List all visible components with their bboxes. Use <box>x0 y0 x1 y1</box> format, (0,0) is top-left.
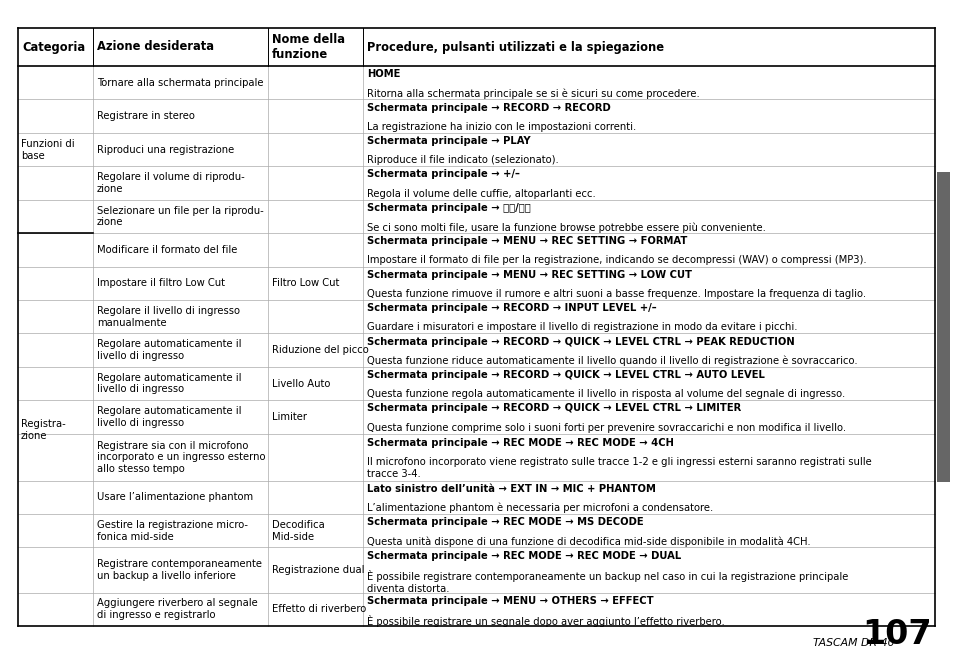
Text: Livello Auto: Livello Auto <box>272 378 330 389</box>
Text: Regola il volume delle cuffie, altoparlanti ecc.: Regola il volume delle cuffie, altoparla… <box>367 189 595 199</box>
Text: Azione desiderata: Azione desiderata <box>97 40 213 54</box>
Text: Schermata principale → REC MODE → MS DECODE: Schermata principale → REC MODE → MS DEC… <box>367 517 643 527</box>
Text: Questa funzione riduce automaticamente il livello quando il livello di registraz: Questa funzione riduce automaticamente i… <box>367 356 857 366</box>
Text: Aggiungere riverbero al segnale
di ingresso e registrarlo: Aggiungere riverbero al segnale di ingre… <box>97 599 257 620</box>
Text: Modificare il formato del file: Modificare il formato del file <box>97 245 237 255</box>
Text: Regolare automaticamente il
livello di ingresso: Regolare automaticamente il livello di i… <box>97 406 241 428</box>
Text: Gestire la registrazione micro-
fonica mid-side: Gestire la registrazione micro- fonica m… <box>97 520 248 541</box>
Text: 107: 107 <box>862 618 931 651</box>
Text: Nome della
funzione: Nome della funzione <box>272 33 345 61</box>
Bar <box>18 28 934 626</box>
Text: Usare l’alimentazione phantom: Usare l’alimentazione phantom <box>97 493 253 503</box>
Text: Regolare automaticamente il
livello di ingresso: Regolare automaticamente il livello di i… <box>97 340 241 361</box>
Text: Schermata principale → +/–: Schermata principale → +/– <box>367 170 519 179</box>
Text: Tornare alla schermata principale: Tornare alla schermata principale <box>97 78 263 88</box>
Text: Schermata principale → PLAY: Schermata principale → PLAY <box>367 136 530 146</box>
Text: Schermata principale → RECORD → INPUT LEVEL +/–: Schermata principale → RECORD → INPUT LE… <box>367 303 656 313</box>
Text: Schermata principale → RECORD → QUICK → LEVEL CTRL → LIMITER: Schermata principale → RECORD → QUICK → … <box>367 403 740 413</box>
Text: Categoria: Categoria <box>22 40 85 54</box>
Text: Schermata principale → REC MODE → REC MODE → DUAL: Schermata principale → REC MODE → REC MO… <box>367 551 680 561</box>
Text: Ritorna alla schermata principale se si è sicuri su come procedere.: Ritorna alla schermata principale se si … <box>367 89 699 99</box>
Text: Schermata principale → MENU → OTHERS → EFFECT: Schermata principale → MENU → OTHERS → E… <box>367 596 653 606</box>
Text: TASCAM DR-40: TASCAM DR-40 <box>813 638 894 648</box>
Text: Riproduce il file indicato (selezionato).: Riproduce il file indicato (selezionato)… <box>367 155 558 165</box>
Text: Schermata principale → ⏮⏭/⏭⏭: Schermata principale → ⏮⏭/⏭⏭ <box>367 203 530 213</box>
Text: Schermata principale → MENU → REC SETTING → FORMAT: Schermata principale → MENU → REC SETTIN… <box>367 236 687 246</box>
Text: HOME: HOME <box>367 69 400 79</box>
Text: Guardare i misuratori e impostare il livello di registrazione in modo da evitare: Guardare i misuratori e impostare il liv… <box>367 322 797 332</box>
Text: Questa funzione rimuove il rumore e altri suoni a basse frequenze. Impostare la : Questa funzione rimuove il rumore e altr… <box>367 289 865 299</box>
Text: Schermata principale → RECORD → RECORD: Schermata principale → RECORD → RECORD <box>367 103 610 113</box>
Text: È possibile registrare contemporaneamente un backup nel caso in cui la registraz: È possibile registrare contemporaneament… <box>367 570 847 594</box>
Text: Procedure, pulsanti utilizzati e la spiegazione: Procedure, pulsanti utilizzati e la spie… <box>367 40 663 54</box>
Bar <box>936 172 949 482</box>
Text: Impostare il filtro Low Cut: Impostare il filtro Low Cut <box>97 278 225 289</box>
Text: Schermata principale → REC MODE → REC MODE → 4CH: Schermata principale → REC MODE → REC MO… <box>367 438 673 448</box>
Text: Decodifica
Mid-side: Decodifica Mid-side <box>272 520 324 541</box>
Text: La registrazione ha inizio con le impostazioni correnti.: La registrazione ha inizio con le impost… <box>367 121 636 132</box>
Text: Regolare automaticamente il
livello di ingresso: Regolare automaticamente il livello di i… <box>97 373 241 395</box>
Text: Registrazione dual: Registrazione dual <box>272 565 364 575</box>
Text: Limiter: Limiter <box>272 412 307 422</box>
Text: Riduzione del picco: Riduzione del picco <box>272 345 369 355</box>
Text: Lato sinistro dell’unità → EXT IN → MIC + PHANTOM: Lato sinistro dell’unità → EXT IN → MIC … <box>367 484 656 494</box>
Text: Effetto di riverbero: Effetto di riverbero <box>272 605 366 614</box>
Text: Impostare il formato di file per la registrazione, indicando se decompressi (WAV: Impostare il formato di file per la regi… <box>367 256 865 266</box>
Text: È possibile registrare un segnale dopo aver aggiunto l’effetto riverbero.: È possibile registrare un segnale dopo a… <box>367 615 724 627</box>
Text: Schermata principale → MENU → REC SETTING → LOW CUT: Schermata principale → MENU → REC SETTIN… <box>367 270 691 280</box>
Text: Questa funzione regola automaticamente il livello in risposta al volume del segn: Questa funzione regola automaticamente i… <box>367 389 844 399</box>
Text: Regolare il volume di riprodu-
zione: Regolare il volume di riprodu- zione <box>97 172 245 194</box>
Text: Se ci sono molti file, usare la funzione browse potrebbe essere più conveniente.: Se ci sono molti file, usare la funzione… <box>367 222 765 233</box>
Text: Il microfono incorporato viene registrato sulle tracce 1-2 e gli ingressi estern: Il microfono incorporato viene registrat… <box>367 457 871 479</box>
Text: Funzioni di
base: Funzioni di base <box>21 139 74 160</box>
Text: Regolare il livello di ingresso
manualmente: Regolare il livello di ingresso manualme… <box>97 306 240 327</box>
Text: Registrare in stereo: Registrare in stereo <box>97 111 194 121</box>
Text: L’alimentazione phantom è necessaria per microfoni a condensatore.: L’alimentazione phantom è necessaria per… <box>367 503 713 513</box>
Text: Questa funzione comprime solo i suoni forti per prevenire sovraccarichi e non mo: Questa funzione comprime solo i suoni fo… <box>367 423 845 433</box>
Text: Registrare contemporaneamente
un backup a livello inferiore: Registrare contemporaneamente un backup … <box>97 559 262 581</box>
Text: Selezionare un file per la riprodu-
zione: Selezionare un file per la riprodu- zion… <box>97 205 263 227</box>
Text: Riproduci una registrazione: Riproduci una registrazione <box>97 144 234 154</box>
Text: Questa unità dispone di una funzione di decodifica mid-side disponibile in modal: Questa unità dispone di una funzione di … <box>367 536 810 547</box>
Text: Registra-
zione: Registra- zione <box>21 419 66 441</box>
Text: Registrare sia con il microfono
incorporato e un ingresso esterno
allo stesso te: Registrare sia con il microfono incorpor… <box>97 441 265 474</box>
Text: Schermata principale → RECORD → QUICK → LEVEL CTRL → AUTO LEVEL: Schermata principale → RECORD → QUICK → … <box>367 370 764 380</box>
Text: Schermata principale → RECORD → QUICK → LEVEL CTRL → PEAK REDUCTION: Schermata principale → RECORD → QUICK → … <box>367 337 794 347</box>
Text: Filtro Low Cut: Filtro Low Cut <box>272 278 339 289</box>
